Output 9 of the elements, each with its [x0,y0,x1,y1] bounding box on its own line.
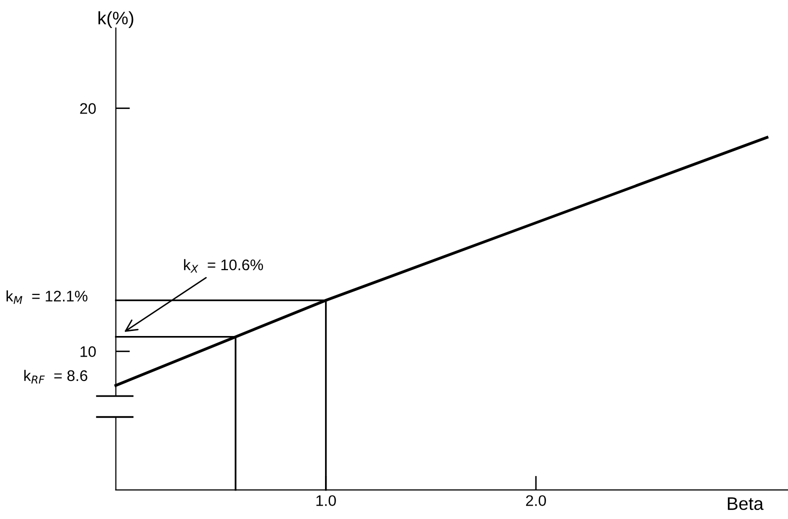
text: k$_{RF}$ = 8.6 [24,370,88,384]
annotation: k$_{X}$ = 10.6% [184,259,264,273]
x-axis-title: Beta [728,497,764,510]
text: k$_{M}$ = 12.1% [6,290,88,304]
y-axis-title: k(%) [98,11,134,28]
y-tick-label: 20 [80,103,96,114]
x-tick-label: 1.0 [316,495,336,506]
y-tick-label: 10 [80,346,96,358]
x-tick-label: 2.0 [526,495,546,506]
